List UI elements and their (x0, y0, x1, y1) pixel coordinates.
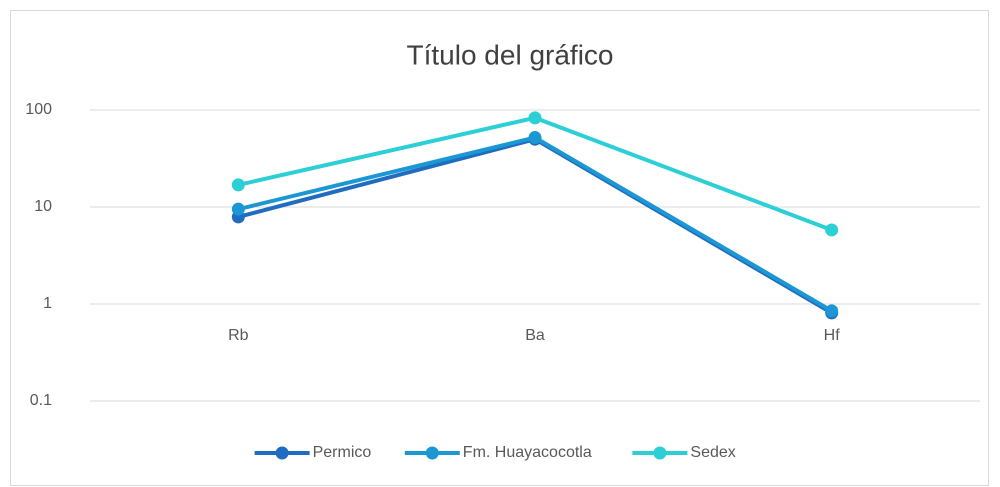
y-tick-label: 0.1 (30, 392, 52, 409)
legend-label: Fm. Huayacocotla (463, 444, 592, 461)
x-tick-label: Rb (228, 327, 249, 344)
data-point (528, 131, 542, 145)
data-point (231, 202, 245, 216)
y-tick-label: 10 (34, 198, 52, 215)
y-tick-label: 100 (25, 101, 52, 118)
legend-marker (275, 446, 289, 460)
legend-label: Permico (313, 444, 372, 461)
data-point (825, 304, 839, 318)
data-point (825, 223, 839, 237)
legend-label: Sedex (690, 444, 735, 461)
legend-marker (425, 446, 439, 460)
x-tick-label: Hf (824, 327, 841, 344)
y-tick-label: 1 (43, 295, 52, 312)
legend-marker (653, 446, 667, 460)
data-point (528, 111, 542, 125)
x-tick-label: Ba (525, 327, 545, 344)
chart-title: Título del gráfico (407, 39, 614, 70)
chart-frame (10, 10, 989, 486)
data-point (231, 178, 245, 192)
